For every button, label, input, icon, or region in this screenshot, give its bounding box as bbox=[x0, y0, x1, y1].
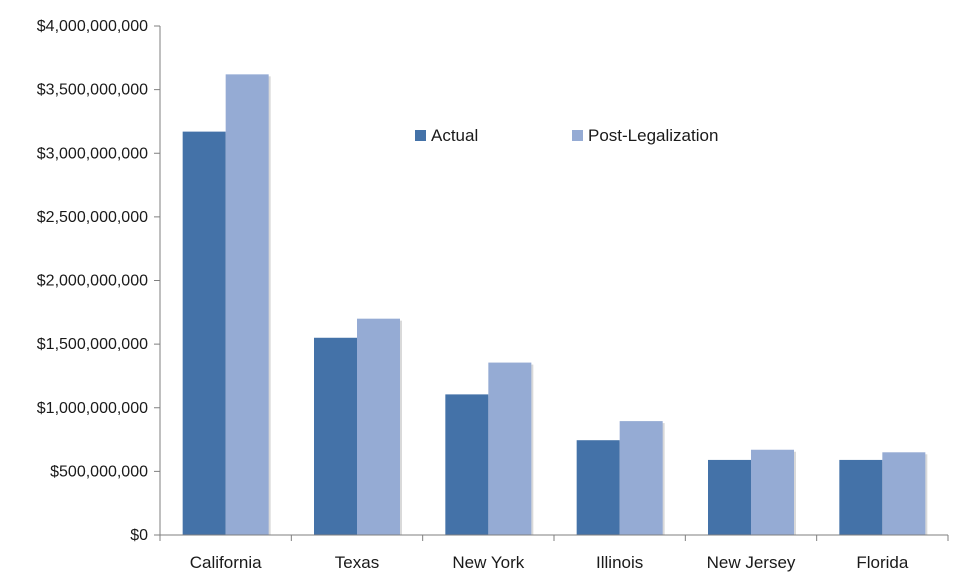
bar-post-legalization-illinois bbox=[619, 421, 663, 535]
y-tick-label: $1,500,000,000 bbox=[37, 336, 148, 353]
y-tick-label: $4,000,000,000 bbox=[37, 18, 148, 35]
bar-actual-texas bbox=[314, 337, 357, 535]
bar-actual-new-jersey bbox=[708, 459, 751, 535]
axes bbox=[159, 26, 949, 541]
y-tick-label: $500,000,000 bbox=[50, 463, 148, 480]
y-tick-label: $1,000,000,000 bbox=[37, 400, 148, 417]
bar-post-legalization-texas bbox=[357, 318, 400, 535]
bar-actual-florida bbox=[839, 459, 883, 535]
y-tick-label: $2,000,000,000 bbox=[37, 273, 148, 290]
y-tick-label: $2,500,000,000 bbox=[37, 209, 148, 226]
legend-swatch bbox=[572, 130, 583, 141]
x-category-label: California bbox=[190, 553, 262, 572]
bar-post-legalization-california bbox=[225, 74, 269, 535]
x-category-label: Florida bbox=[856, 553, 909, 572]
legend-label: Actual bbox=[431, 126, 478, 145]
bar-post-legalization-florida bbox=[882, 452, 926, 535]
x-category-label: Texas bbox=[335, 553, 379, 572]
bar-actual-new-york bbox=[445, 394, 489, 535]
x-axis-labels: California Texas New York Illinois New Jerse… bbox=[190, 553, 909, 572]
bar-actual-illinois bbox=[576, 440, 620, 535]
bar-post-legalization-new-york bbox=[488, 362, 532, 535]
legend: Actual Post-Legalization bbox=[415, 126, 718, 145]
x-category-label: Illinois bbox=[596, 553, 643, 572]
bars-group bbox=[182, 74, 928, 535]
legend-swatch bbox=[415, 130, 426, 141]
y-tick-label: $3,000,000,000 bbox=[37, 145, 148, 162]
bar-actual-california bbox=[182, 131, 226, 535]
legend-label: Post-Legalization bbox=[588, 126, 718, 145]
x-category-label: New Jersey bbox=[707, 553, 796, 572]
y-axis-ticks: $0 $500,000,000 $1,000,000,000 $1,500,000,0… bbox=[37, 18, 160, 544]
x-category-label: New York bbox=[452, 553, 524, 572]
y-tick-label: $0 bbox=[130, 527, 148, 544]
y-tick-label: $3,500,000,000 bbox=[37, 82, 148, 99]
bar-post-legalization-new-jersey bbox=[751, 449, 794, 535]
